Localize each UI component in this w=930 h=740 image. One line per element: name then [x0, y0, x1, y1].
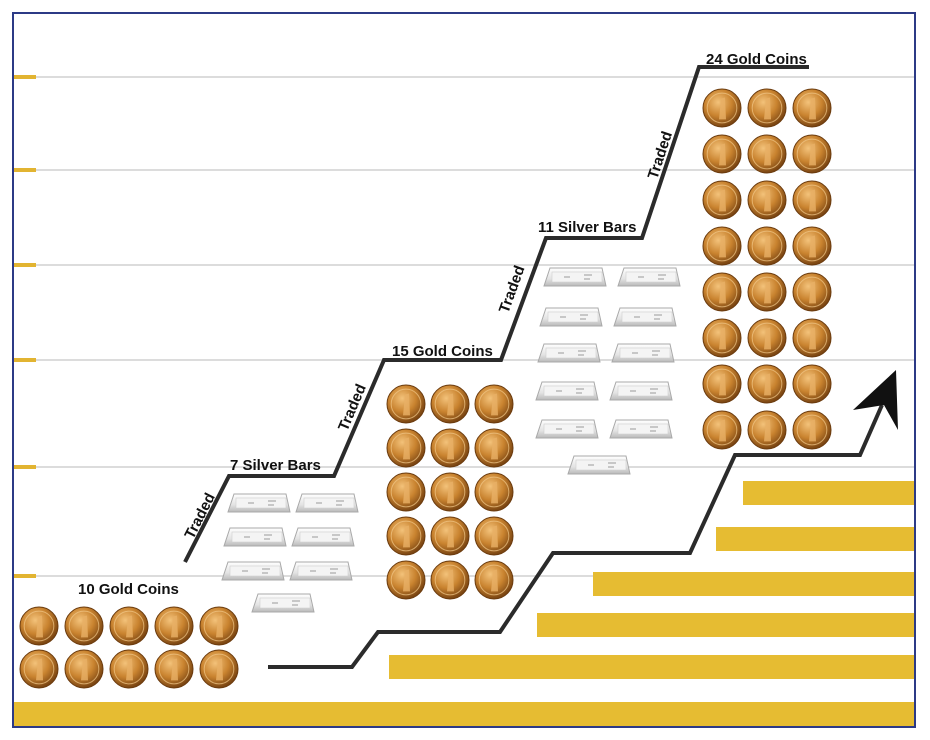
gold-coin-icon: [386, 560, 426, 600]
gold-bar-2: [389, 655, 914, 679]
gold-coin-icon: [474, 516, 514, 556]
gold-bar-5: [716, 527, 914, 551]
stage-label-5: 24 Gold Coins: [706, 51, 807, 68]
gold-coin-icon: [747, 410, 787, 450]
silver-bar-icon: [289, 561, 353, 581]
gold-coin-icon: [792, 364, 832, 404]
axis-ticks: [14, 75, 36, 578]
bar-stack-2: [221, 493, 359, 613]
gold-bar-6: [743, 481, 914, 505]
gold-coin-icon: [747, 364, 787, 404]
bar-stack-4: [535, 267, 681, 475]
silver-bar-icon: [223, 527, 287, 547]
gold-bar-1: [14, 702, 914, 726]
traded-label-3: Traded: [496, 263, 529, 315]
stage-label-1: 10 Gold Coins: [78, 581, 179, 598]
silver-bar-icon: [221, 561, 285, 581]
gold-coin-icon: [702, 272, 742, 312]
silver-bar-icon: [539, 307, 603, 327]
traded-label-1: Traded: [181, 490, 218, 542]
gold-coin-icon: [109, 606, 149, 646]
gold-coin-icon: [430, 428, 470, 468]
gold-coin-icon: [747, 180, 787, 220]
silver-bar-icon: [613, 307, 677, 327]
silver-bar-icon: [567, 455, 631, 475]
gold-coin-icon: [386, 516, 426, 556]
gold-coin-icon: [64, 606, 104, 646]
gold-coin-icon: [430, 472, 470, 512]
silver-bar-icon: [291, 527, 355, 547]
silver-bar-icon: [609, 381, 673, 401]
coin-stack-1: [19, 606, 239, 689]
gold-coin-icon: [702, 226, 742, 266]
gold-coin-icon: [702, 318, 742, 358]
silver-bar-icon: [609, 419, 673, 439]
gold-coin-icon: [702, 180, 742, 220]
gold-coin-icon: [154, 649, 194, 689]
gold-coin-icon: [19, 649, 59, 689]
silver-bar-icon: [535, 419, 599, 439]
gold-coin-icon: [474, 384, 514, 424]
gold-coin-icon: [792, 180, 832, 220]
gold-coin-icon: [109, 649, 149, 689]
coin-stack-5: [702, 88, 832, 450]
gold-coin-icon: [747, 272, 787, 312]
gold-coin-icon: [792, 134, 832, 174]
gold-coin-icon: [199, 649, 239, 689]
gold-coin-icon: [386, 428, 426, 468]
gold-coin-icon: [792, 272, 832, 312]
coin-stacks: [19, 88, 832, 689]
silver-bar-icon: [537, 343, 601, 363]
gold-coin-icon: [19, 606, 59, 646]
silver-bar-icon: [295, 493, 359, 513]
gold-coin-icon: [386, 384, 426, 424]
stage-label-4: 11 Silver Bars: [538, 219, 636, 236]
gold-coin-icon: [386, 472, 426, 512]
gold-coin-icon: [702, 410, 742, 450]
gold-coin-icon: [474, 472, 514, 512]
stage-label-3: 15 Gold Coins: [392, 343, 493, 360]
silver-bar-icon: [617, 267, 681, 287]
gold-coin-icon: [64, 649, 104, 689]
gold-bar-3: [537, 613, 914, 637]
gold-coin-icon: [792, 410, 832, 450]
gold-coin-icon: [154, 606, 194, 646]
growth-arrow-line: [268, 404, 884, 669]
gold-coin-icon: [792, 318, 832, 358]
gold-coin-icon: [792, 226, 832, 266]
gold-bar-4: [593, 572, 914, 596]
silver-bar-icon: [611, 343, 675, 363]
gold-coin-icon: [747, 226, 787, 266]
silver-bar-icon: [227, 493, 291, 513]
gold-coin-icon: [199, 606, 239, 646]
gold-coin-icon: [474, 428, 514, 468]
gold-growth-bars: [14, 481, 914, 726]
silver-bar-stacks: [221, 267, 681, 613]
silver-bar-icon: [543, 267, 607, 287]
gold-coin-icon: [430, 516, 470, 556]
gold-coin-icon: [430, 384, 470, 424]
gold-coin-icon: [747, 134, 787, 174]
gold-coin-icon: [747, 318, 787, 358]
stage-label-2: 7 Silver Bars: [230, 457, 321, 474]
gold-coin-icon: [702, 364, 742, 404]
coin-stack-3: [386, 384, 514, 600]
gold-coin-icon: [792, 88, 832, 128]
gold-coin-icon: [702, 88, 742, 128]
arrowhead-icon: [853, 370, 898, 430]
gold-coin-icon: [747, 88, 787, 128]
gold-coin-icon: [430, 560, 470, 600]
staircase-line: [183, 65, 809, 563]
silver-bar-icon: [535, 381, 599, 401]
gold-coin-icon: [702, 134, 742, 174]
gold-coin-icon: [474, 560, 514, 600]
silver-bar-icon: [251, 593, 315, 613]
